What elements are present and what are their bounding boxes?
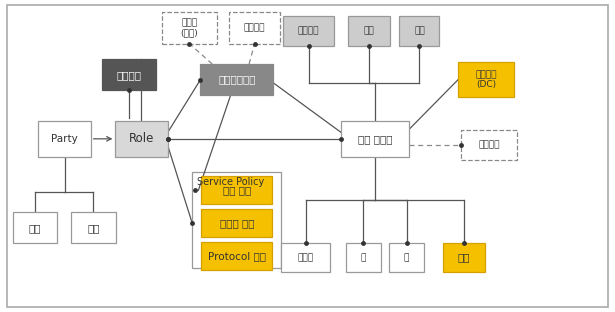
FancyBboxPatch shape [116,121,167,157]
Text: 등급: 등급 [363,27,375,36]
Text: Role: Role [129,132,154,145]
FancyBboxPatch shape [341,121,409,157]
FancyBboxPatch shape [458,62,514,97]
FancyBboxPatch shape [202,209,272,237]
FancyBboxPatch shape [461,130,517,160]
Text: 업무통계: 업무통계 [244,24,265,32]
Text: 시스템
(로그): 시스템 (로그) [181,18,198,38]
Text: 단체: 단체 [87,223,100,233]
Text: Service Policy: Service Policy [197,177,264,187]
FancyBboxPatch shape [443,243,485,272]
Text: 인용통계: 인용통계 [478,141,499,149]
FancyBboxPatch shape [38,121,91,157]
Text: Party: Party [51,134,78,144]
FancyBboxPatch shape [202,176,272,204]
FancyBboxPatch shape [200,64,273,95]
FancyBboxPatch shape [162,12,217,44]
FancyBboxPatch shape [229,12,280,44]
Text: 정보자원
(DC): 정보자원 (DC) [475,70,496,89]
Text: 논문 콘텐츠: 논문 콘텐츠 [358,134,392,144]
Text: 논문관리업무: 논문관리업무 [218,75,255,85]
FancyBboxPatch shape [192,172,282,268]
Text: 발간지: 발간지 [298,253,314,262]
FancyBboxPatch shape [284,16,335,46]
Text: 접근 제어: 접근 제어 [223,185,251,195]
Text: 논문: 논문 [458,252,470,262]
Text: Protocol 정보: Protocol 정보 [208,251,266,261]
Text: 서비스 관리: 서비스 관리 [220,218,254,228]
FancyBboxPatch shape [389,243,424,272]
FancyBboxPatch shape [281,243,330,272]
Text: 개인: 개인 [29,223,41,233]
Text: 관계: 관계 [414,27,425,36]
FancyBboxPatch shape [400,16,440,46]
FancyBboxPatch shape [71,212,116,243]
FancyBboxPatch shape [7,5,608,307]
Text: 변경이력: 변경이력 [117,70,141,80]
FancyBboxPatch shape [348,16,390,46]
FancyBboxPatch shape [202,242,272,270]
Text: 권: 권 [361,253,366,262]
Text: 주제분류: 주제분류 [298,27,319,36]
Text: 호: 호 [404,253,409,262]
FancyBboxPatch shape [13,212,57,243]
FancyBboxPatch shape [346,243,381,272]
FancyBboxPatch shape [102,59,156,90]
